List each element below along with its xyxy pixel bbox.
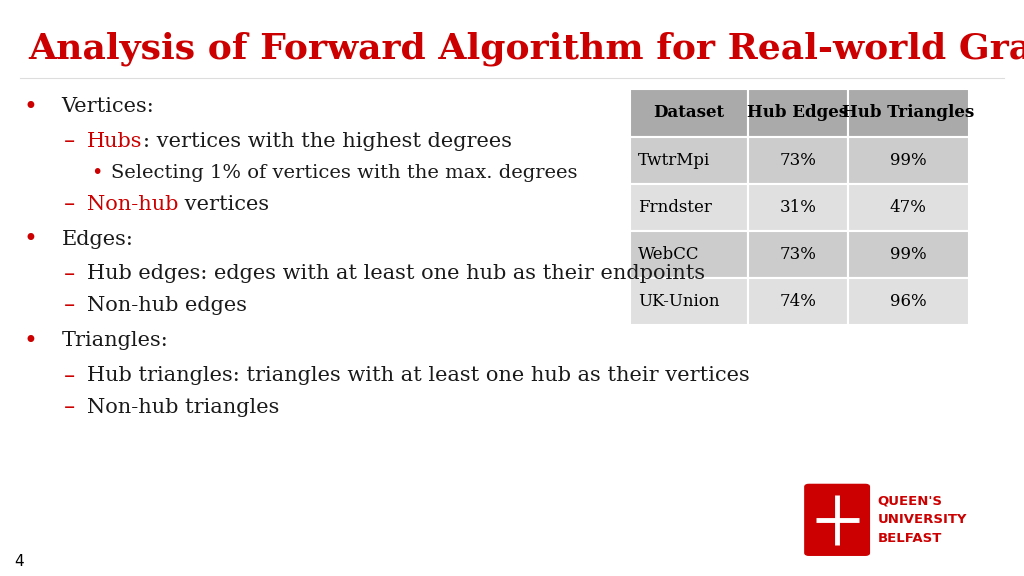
Text: 74%: 74%	[779, 293, 816, 310]
Text: •: •	[24, 227, 38, 251]
FancyBboxPatch shape	[630, 278, 748, 325]
FancyBboxPatch shape	[848, 278, 969, 325]
Text: –: –	[65, 195, 75, 214]
FancyBboxPatch shape	[748, 89, 848, 137]
Text: UNIVERSITY: UNIVERSITY	[878, 513, 967, 526]
Text: •: •	[24, 94, 38, 119]
Text: vertices: vertices	[178, 195, 269, 214]
FancyBboxPatch shape	[630, 184, 748, 231]
Text: : vertices with the highest degrees: : vertices with the highest degrees	[142, 132, 512, 150]
FancyBboxPatch shape	[630, 137, 748, 184]
Text: Non-hub edges: Non-hub edges	[87, 296, 247, 314]
Text: –: –	[65, 131, 75, 151]
Text: Vertices:: Vertices:	[61, 97, 155, 116]
FancyBboxPatch shape	[630, 89, 748, 137]
Text: 96%: 96%	[890, 293, 927, 310]
FancyBboxPatch shape	[848, 137, 969, 184]
FancyBboxPatch shape	[748, 278, 848, 325]
Text: 99%: 99%	[890, 151, 927, 169]
Text: –: –	[65, 295, 75, 315]
Text: UK-Union: UK-Union	[638, 293, 720, 310]
Text: Edges:: Edges:	[61, 230, 133, 248]
Text: Frndster: Frndster	[638, 199, 712, 216]
FancyBboxPatch shape	[748, 231, 848, 278]
Text: TwtrMpi: TwtrMpi	[638, 151, 711, 169]
Text: Hub Edges: Hub Edges	[748, 104, 848, 122]
Text: •: •	[24, 329, 38, 353]
Text: Non-hub triangles: Non-hub triangles	[87, 398, 280, 416]
Text: –: –	[65, 397, 75, 417]
Text: –: –	[65, 366, 75, 385]
FancyBboxPatch shape	[748, 137, 848, 184]
FancyBboxPatch shape	[848, 231, 969, 278]
FancyBboxPatch shape	[748, 184, 848, 231]
Text: Hub triangles: triangles with at least one hub as their vertices: Hub triangles: triangles with at least o…	[87, 366, 750, 385]
Text: WebCC: WebCC	[638, 246, 699, 263]
FancyBboxPatch shape	[805, 484, 869, 555]
Text: 31%: 31%	[779, 199, 816, 216]
Text: 73%: 73%	[779, 246, 816, 263]
Text: •: •	[91, 164, 103, 182]
Text: Hub edges: edges with at least one hub as their endpoints: Hub edges: edges with at least one hub a…	[87, 264, 706, 283]
Text: 73%: 73%	[779, 151, 816, 169]
Text: Dataset: Dataset	[653, 104, 724, 122]
Text: Triangles:: Triangles:	[61, 332, 168, 350]
FancyBboxPatch shape	[630, 231, 748, 278]
Text: 4: 4	[14, 554, 24, 569]
Text: Hubs: Hubs	[87, 132, 142, 150]
Text: BELFAST: BELFAST	[878, 532, 942, 545]
Text: –: –	[65, 264, 75, 283]
FancyBboxPatch shape	[848, 184, 969, 231]
Text: Analysis of Forward Algorithm for Real-world Graphs: Analysis of Forward Algorithm for Real-w…	[29, 32, 1024, 66]
Text: 99%: 99%	[890, 246, 927, 263]
Text: Hub Triangles: Hub Triangles	[842, 104, 975, 122]
Text: Non-hub: Non-hub	[87, 195, 178, 214]
Text: 47%: 47%	[890, 199, 927, 216]
FancyBboxPatch shape	[848, 89, 969, 137]
Text: Selecting 1% of vertices with the max. degrees: Selecting 1% of vertices with the max. d…	[111, 164, 578, 182]
Text: QUEEN'S: QUEEN'S	[878, 495, 942, 508]
